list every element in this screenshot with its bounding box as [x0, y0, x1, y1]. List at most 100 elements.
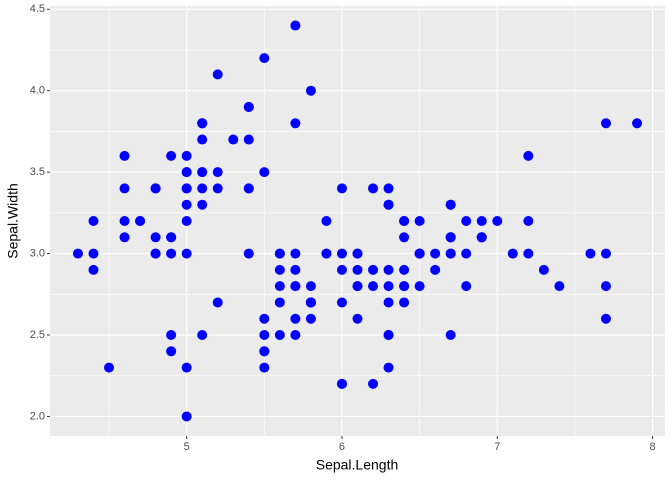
point [259, 346, 270, 357]
point [336, 378, 347, 389]
point [383, 330, 394, 341]
point [399, 232, 410, 243]
point [197, 183, 208, 194]
point [181, 199, 192, 210]
point [383, 362, 394, 373]
point [181, 216, 192, 226]
point [228, 134, 239, 145]
point [119, 150, 130, 161]
point [290, 281, 301, 292]
point [336, 183, 347, 194]
point [181, 411, 192, 422]
point [492, 216, 503, 226]
point [197, 167, 208, 178]
point [290, 20, 301, 31]
point [523, 150, 534, 161]
point [383, 199, 394, 210]
point [523, 248, 534, 259]
y-axis-title: Sepal.Width [5, 183, 21, 258]
point [88, 264, 99, 275]
point [274, 281, 285, 292]
y-tick-label: 4.0 [30, 85, 45, 97]
point [399, 297, 410, 308]
point [72, 248, 83, 259]
point [336, 264, 347, 275]
points [72, 20, 643, 422]
point [476, 232, 487, 243]
point [585, 248, 596, 259]
point [181, 248, 192, 259]
point [600, 118, 611, 129]
point [383, 183, 394, 194]
point [243, 183, 254, 194]
point [259, 167, 270, 178]
point [430, 264, 441, 275]
point [212, 297, 223, 308]
point [197, 118, 208, 129]
point [104, 362, 115, 373]
point [305, 297, 316, 308]
point [414, 216, 425, 226]
point [352, 248, 363, 259]
point [290, 313, 301, 324]
grid [50, 6, 665, 436]
point [352, 281, 363, 292]
point [166, 346, 177, 357]
point [414, 248, 425, 259]
point [368, 183, 379, 194]
point [243, 101, 254, 112]
point [290, 118, 301, 129]
point [461, 281, 472, 292]
point [259, 330, 270, 341]
point [212, 167, 223, 178]
point [166, 248, 177, 259]
point [383, 297, 394, 308]
point [600, 281, 611, 292]
point [212, 69, 223, 80]
point [414, 281, 425, 292]
point [197, 330, 208, 341]
point [274, 297, 285, 308]
point [600, 248, 611, 259]
point [632, 118, 643, 129]
point [150, 183, 161, 194]
point [336, 297, 347, 308]
point [274, 264, 285, 275]
point [445, 330, 456, 341]
point [476, 216, 487, 226]
point [305, 85, 316, 96]
point [150, 248, 161, 259]
point [336, 248, 347, 259]
point [554, 281, 565, 292]
point [197, 199, 208, 210]
y-tick-label: 2.5 [30, 329, 45, 341]
point [321, 216, 332, 226]
point [445, 248, 456, 259]
point [259, 53, 270, 64]
point [305, 313, 316, 324]
y-tick-label: 2.0 [30, 410, 45, 422]
point [461, 248, 472, 259]
y-tick-label: 4.5 [30, 3, 45, 15]
point [259, 313, 270, 324]
point [88, 248, 99, 259]
point [383, 281, 394, 292]
point [399, 281, 410, 292]
x-axis-title: Sepal.Length [316, 457, 399, 473]
y-tick-label: 3.5 [30, 166, 45, 178]
x-tick-label: 7 [494, 441, 500, 453]
y-tick-label: 3.0 [30, 247, 45, 259]
panel [50, 6, 665, 436]
point [88, 216, 99, 226]
point [600, 313, 611, 324]
point [290, 248, 301, 259]
point [399, 264, 410, 275]
point [150, 232, 161, 243]
point [383, 264, 394, 275]
point [507, 248, 518, 259]
point [445, 232, 456, 243]
point [368, 264, 379, 275]
point [212, 183, 223, 194]
